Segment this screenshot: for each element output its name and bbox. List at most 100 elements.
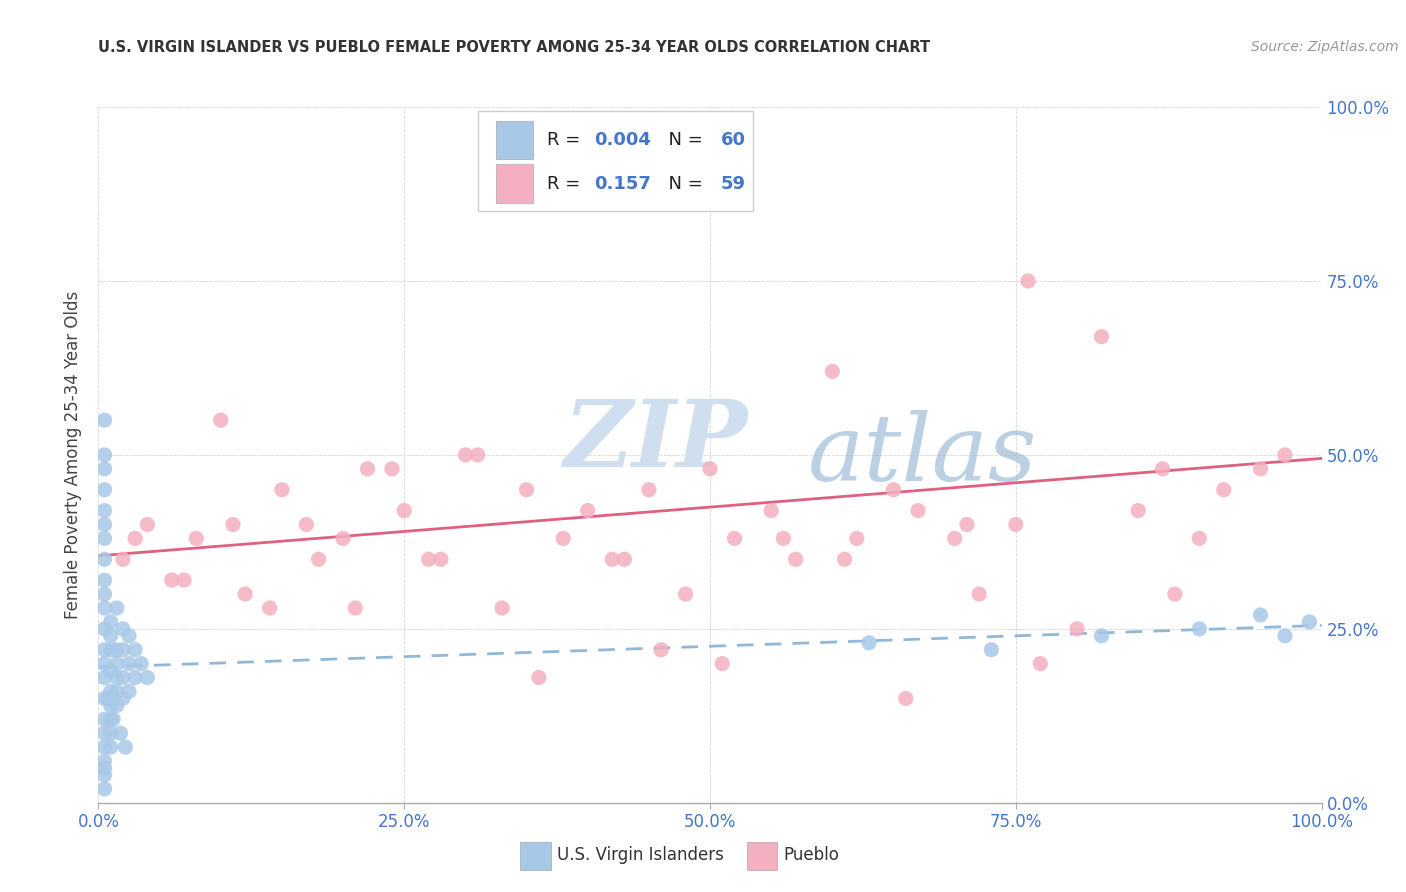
Text: R =: R = [547,131,586,149]
FancyBboxPatch shape [520,842,551,871]
Text: 0.004: 0.004 [593,131,651,149]
Point [1029,657,1052,671]
Point [105,698,128,713]
Text: atlas: atlas [808,410,1038,500]
Point [93,768,115,782]
Point [308,552,330,566]
Point [967,587,990,601]
Point [111,691,134,706]
Point [93,761,115,775]
Point [772,532,794,546]
Text: Pueblo: Pueblo [783,846,839,864]
Point [467,448,489,462]
Point [381,462,404,476]
Point [93,462,115,476]
Point [93,691,115,706]
Point [93,503,115,517]
Point [124,532,146,546]
Point [1090,329,1112,343]
Text: 0.157: 0.157 [593,175,651,193]
Point [93,552,115,566]
Point [761,503,783,517]
Point [845,532,868,546]
Point [418,552,440,566]
Point [111,642,134,657]
Point [515,483,537,497]
Point [454,448,477,462]
Point [93,483,115,497]
Point [118,684,141,698]
Point [110,726,132,740]
Point [118,629,141,643]
Point [1066,622,1088,636]
Point [883,483,905,497]
Point [105,642,128,657]
Point [600,552,623,566]
Point [93,448,115,462]
Point [111,552,134,566]
Point [650,642,672,657]
Point [430,552,453,566]
Point [173,573,195,587]
Point [93,712,115,726]
Point [124,642,146,657]
Y-axis label: Female Poverty Among 25-34 Year Olds: Female Poverty Among 25-34 Year Olds [65,291,83,619]
Point [93,601,115,615]
Point [209,413,232,427]
FancyBboxPatch shape [747,842,778,871]
Point [111,671,134,685]
Point [1249,607,1271,622]
Point [491,601,513,615]
Point [100,642,122,657]
Point [105,601,128,615]
Point [93,532,115,546]
Point [723,532,745,546]
Point [1274,448,1296,462]
Point [101,712,124,726]
Point [553,532,575,546]
Point [93,657,115,671]
FancyBboxPatch shape [496,121,533,160]
Point [1090,629,1112,643]
Point [105,657,128,671]
Text: 59: 59 [721,175,747,193]
Point [100,712,122,726]
Point [295,517,318,532]
Point [100,740,122,755]
Point [129,657,152,671]
Point [675,587,697,601]
Point [93,622,115,636]
Point [356,462,378,476]
Text: N =: N = [658,131,709,149]
Text: N =: N = [658,175,709,193]
Point [93,740,115,755]
Point [186,532,208,546]
Point [894,691,917,706]
Point [956,517,979,532]
Point [785,552,807,566]
Point [392,503,416,517]
Point [93,671,115,685]
Point [907,503,929,517]
Point [332,532,354,546]
Point [1188,622,1211,636]
Point [124,671,146,685]
Point [1249,462,1271,476]
Point [136,671,159,685]
Point [344,601,367,615]
Point [111,622,134,636]
Point [233,587,256,601]
Point [114,740,136,755]
Point [93,642,115,657]
Point [980,642,1002,657]
Point [105,671,128,685]
Text: U.S. Virgin Islanders: U.S. Virgin Islanders [557,846,724,864]
Point [100,726,122,740]
Point [1212,483,1234,497]
Text: ZIP: ZIP [564,396,748,486]
Text: 60: 60 [721,131,747,149]
Point [638,483,661,497]
Point [1017,274,1039,288]
Point [1298,615,1320,629]
Point [100,629,122,643]
